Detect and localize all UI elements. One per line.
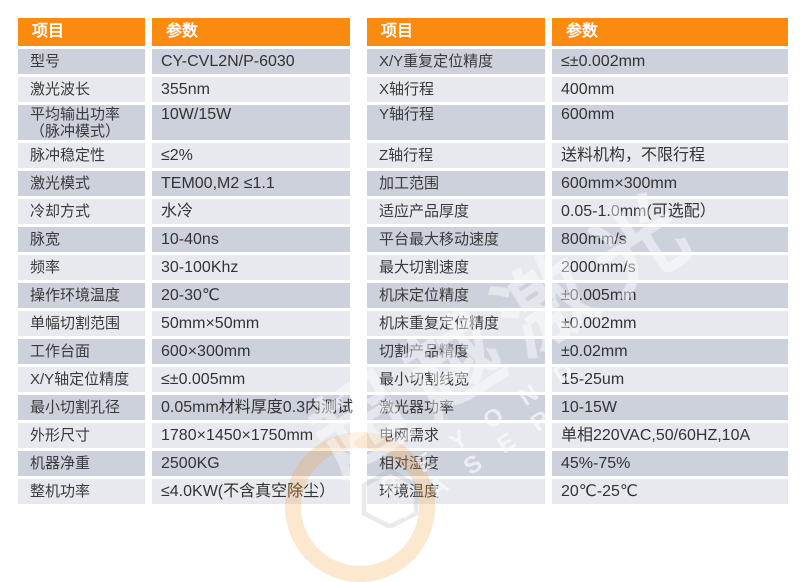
table-row: 工作台面 600×300mm 切割产品精度 ±0.02mm	[18, 339, 788, 364]
item-cell: X轴行程	[367, 77, 545, 102]
param-cell: ≤4.0KW(不含真空除尘）	[152, 479, 350, 504]
item-cell: 操作环境温度	[18, 283, 145, 308]
header-param-right: 参数	[552, 18, 788, 46]
param-cell: 0.05-1.0mm(可选配）	[552, 199, 788, 224]
param-cell: ≤±0.005mm	[152, 367, 350, 392]
param-cell: ±0.02mm	[552, 339, 788, 364]
table-row: 机器净重 2500KG 相对湿度 45%-75%	[18, 451, 788, 476]
param-cell: TEM00,M2 ≤1.1	[152, 171, 350, 196]
item-cell: 适应产品厚度	[367, 199, 545, 224]
item-cell: X/Y轴定位精度	[18, 367, 145, 392]
item-cell: 机器净重	[18, 451, 145, 476]
item-cell: X/Y重复定位精度	[367, 49, 545, 74]
table-row: 激光波长 355nm X轴行程 400mm	[18, 77, 788, 102]
table-row: 最小切割孔径 0.05mm材料厚度0.3内测试 激光器功率 10-15W	[18, 395, 788, 420]
item-cell: 激光器功率	[367, 395, 545, 420]
table-header-row: 项目 参数 项目 参数	[18, 18, 788, 46]
item-cell: 频率	[18, 255, 145, 280]
table-row: 单幅切割范围 50mm×50mm 机床重复定位精度 ±0.002mm	[18, 311, 788, 336]
item-cell: 相对湿度	[367, 451, 545, 476]
param-cell: ≤2%	[152, 143, 350, 168]
param-cell: 600mm×300mm	[552, 171, 788, 196]
header-item-right: 项目	[367, 18, 545, 46]
param-cell: ≤±0.002mm	[552, 49, 788, 74]
item-cell: 冷却方式	[18, 199, 145, 224]
param-cell: 送料机构，不限行程	[552, 143, 788, 168]
item-cell: 最小切割孔径	[18, 395, 145, 420]
item-cell: 整机功率	[18, 479, 145, 504]
table-row: 整机功率 ≤4.0KW(不含真空除尘） 环境温度 20℃-25℃	[18, 479, 788, 504]
item-cell: 加工范围	[367, 171, 545, 196]
item-cell: 最小切割线宽	[367, 367, 545, 392]
header-param-left: 参数	[152, 18, 350, 46]
item-cell: 脉冲稳定性	[18, 143, 145, 168]
header-item-left: 项目	[18, 18, 145, 46]
param-cell: 10W/15W	[152, 105, 350, 140]
param-cell: ±0.005mm	[552, 283, 788, 308]
param-cell: 800mm/s	[552, 227, 788, 252]
item-cell: 平均输出功率 （脉冲模式）	[18, 105, 145, 140]
param-cell: 45%-75%	[552, 451, 788, 476]
param-cell: 0.05mm材料厚度0.3内测试	[152, 395, 353, 420]
param-cell: ±0.002mm	[552, 311, 788, 336]
item-cell: 环境温度	[367, 479, 545, 504]
param-cell: 水冷	[152, 199, 350, 224]
table-row: 型号 CY-CVL2N/P-6030 X/Y重复定位精度 ≤±0.002mm	[18, 49, 788, 74]
table-row: 冷却方式 水冷 适应产品厚度 0.05-1.0mm(可选配）	[18, 199, 788, 224]
item-cell: 切割产品精度	[367, 339, 545, 364]
param-cell: 15-25um	[552, 367, 788, 392]
param-cell: 单相220VAC,50/60HZ,10A	[552, 423, 788, 448]
param-cell: CY-CVL2N/P-6030	[152, 49, 350, 74]
item-cell: 激光波长	[18, 77, 145, 102]
param-cell: 1780×1450×1750mm	[152, 423, 350, 448]
param-cell: 50mm×50mm	[152, 311, 350, 336]
item-cell: 平台最大移动速度	[367, 227, 545, 252]
table-row: 激光模式 TEM00,M2 ≤1.1 加工范围 600mm×300mm	[18, 171, 788, 196]
param-cell: 600×300mm	[152, 339, 350, 364]
item-cell: 单幅切割范围	[18, 311, 145, 336]
param-cell: 20℃-25℃	[552, 479, 788, 504]
item-cell: 工作台面	[18, 339, 145, 364]
param-cell: 400mm	[552, 77, 788, 102]
table-row: 频率 30-100Khz 最大切割速度 2000mm/s	[18, 255, 788, 280]
table-row: 平均输出功率 （脉冲模式） 10W/15W Y轴行程 600mm	[18, 105, 788, 140]
item-cell: 最大切割速度	[367, 255, 545, 280]
item-cell: 机床重复定位精度	[367, 311, 545, 336]
item-cell: 外形尺寸	[18, 423, 145, 448]
item-cell: Z轴行程	[367, 143, 545, 168]
table-row: 操作环境温度 20-30℃ 机床定位精度 ±0.005mm	[18, 283, 788, 308]
table-row: 脉宽 10-40ns 平台最大移动速度 800mm/s	[18, 227, 788, 252]
param-cell: 10-40ns	[152, 227, 350, 252]
table-row: 脉冲稳定性 ≤2% Z轴行程 送料机构，不限行程	[18, 143, 788, 168]
item-cell: 机床定位精度	[367, 283, 545, 308]
item-cell: 电网需求	[367, 423, 545, 448]
item-cell: Y轴行程	[367, 105, 545, 140]
item-cell: 脉宽	[18, 227, 145, 252]
param-cell: 20-30℃	[152, 283, 350, 308]
spec-table: 项目 参数 项目 参数 型号 CY-CVL2N/P-6030 X/Y重复定位精度 ≤±…	[18, 18, 788, 507]
table-row: 外形尺寸 1780×1450×1750mm 电网需求 单相220VAC,50/60HZ…	[18, 423, 788, 448]
item-cell: 激光模式	[18, 171, 145, 196]
param-cell: 10-15W	[552, 395, 788, 420]
param-cell: 2000mm/s	[552, 255, 788, 280]
param-cell: 30-100Khz	[152, 255, 350, 280]
param-cell: 600mm	[552, 105, 788, 140]
param-cell: 2500KG	[152, 451, 350, 476]
table-row: X/Y轴定位精度 ≤±0.005mm 最小切割线宽 15-25um	[18, 367, 788, 392]
param-cell: 355nm	[152, 77, 350, 102]
item-cell: 型号	[18, 49, 145, 74]
